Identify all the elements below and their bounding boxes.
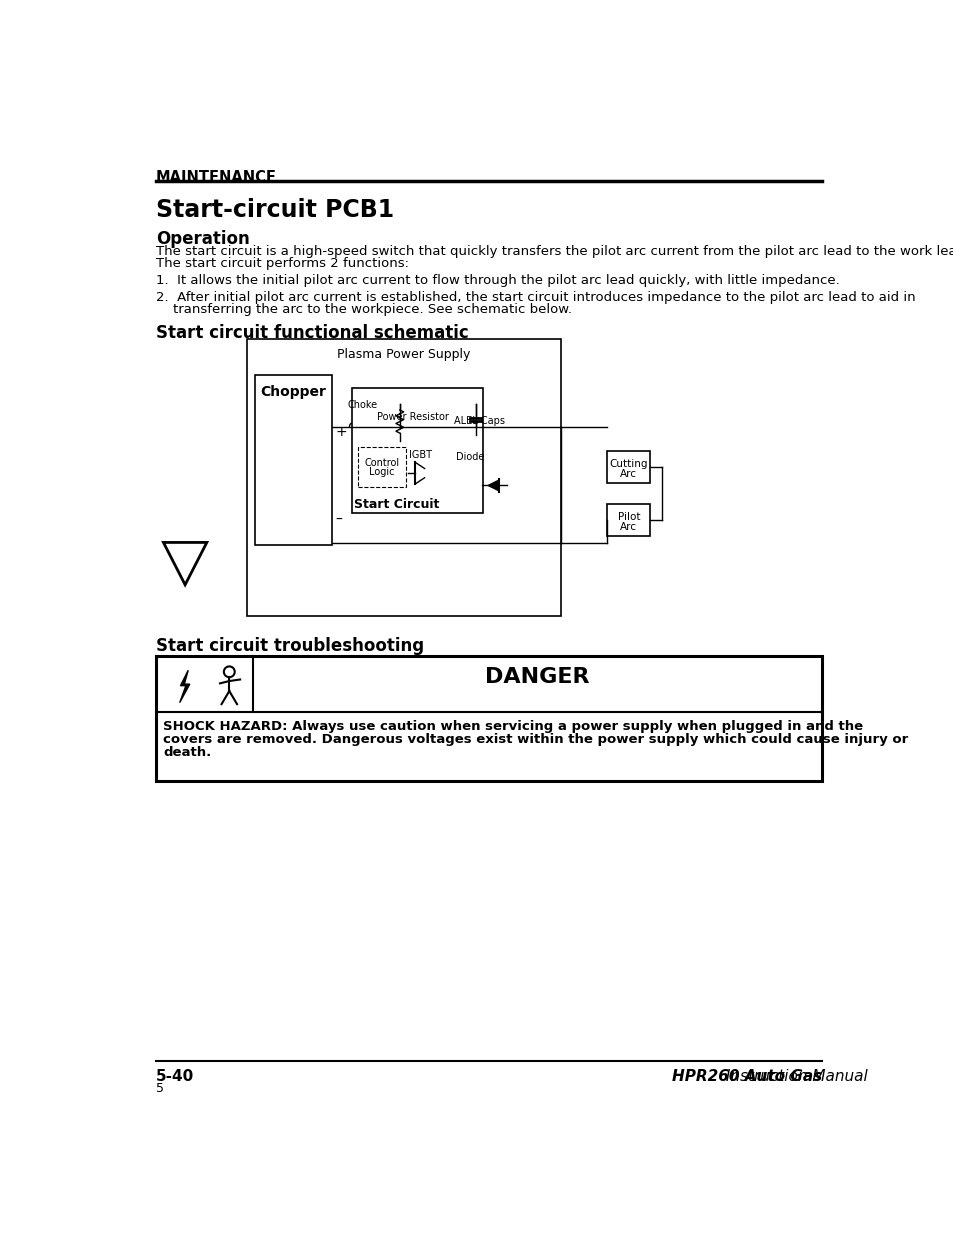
Text: ALEL Caps: ALEL Caps <box>454 416 504 426</box>
Text: transferring the arc to the workpiece. See schematic below.: transferring the arc to the workpiece. S… <box>155 303 571 316</box>
Text: IGBT: IGBT <box>409 450 432 461</box>
Bar <box>254 375 332 545</box>
Text: Operation: Operation <box>155 230 249 248</box>
Text: HPR260 Auto Gas: HPR260 Auto Gas <box>671 1070 821 1084</box>
Text: covers are removed. Dangerous voltages exist within the power supply which could: covers are removed. Dangerous voltages e… <box>163 734 907 746</box>
Text: Chopper: Chopper <box>260 385 326 399</box>
Text: 5-40: 5-40 <box>155 1070 193 1084</box>
Text: Start Circuit: Start Circuit <box>354 498 439 511</box>
Text: Start circuit troubleshooting: Start circuit troubleshooting <box>155 637 423 655</box>
Text: Arc: Arc <box>619 468 637 478</box>
Text: Start circuit functional schematic: Start circuit functional schematic <box>155 324 468 342</box>
Text: Arc: Arc <box>619 521 637 531</box>
Text: Logic: Logic <box>369 467 395 477</box>
Text: Pilot: Pilot <box>617 511 639 521</box>
Text: The start circuit is a high-speed switch that quickly transfers the pilot arc cu: The start circuit is a high-speed switch… <box>155 246 953 258</box>
Circle shape <box>224 667 234 677</box>
Text: death.: death. <box>163 746 212 760</box>
Text: 5: 5 <box>155 1082 164 1095</box>
Bar <box>607 504 649 536</box>
Text: Start-circuit PCB1: Start-circuit PCB1 <box>155 199 394 222</box>
Text: Instruction Manual: Instruction Manual <box>720 1070 867 1084</box>
Text: DANGER: DANGER <box>485 667 589 687</box>
Text: 1.  It allows the initial pilot arc current to flow through the pilot arc lead q: 1. It allows the initial pilot arc curre… <box>155 274 839 287</box>
Bar <box>607 451 649 483</box>
Text: 2.  After initial pilot arc current is established, the start circuit introduces: 2. After initial pilot arc current is es… <box>155 291 914 304</box>
Text: Control: Control <box>364 458 399 468</box>
Bar <box>357 447 406 487</box>
Text: MAINTENANCE: MAINTENANCE <box>155 169 276 185</box>
Text: Power Resistor: Power Resistor <box>376 411 448 421</box>
Polygon shape <box>179 671 190 703</box>
Text: –: – <box>335 513 342 526</box>
Polygon shape <box>488 480 498 490</box>
Polygon shape <box>163 542 207 585</box>
Text: +: + <box>335 425 347 440</box>
Text: The start circuit performs 2 functions:: The start circuit performs 2 functions: <box>155 257 408 269</box>
Bar <box>155 656 821 782</box>
Text: Plasma Power Supply: Plasma Power Supply <box>337 348 470 362</box>
Text: SHOCK HAZARD: Always use caution when servicing a power supply when plugged in a: SHOCK HAZARD: Always use caution when se… <box>163 720 862 734</box>
Bar <box>247 340 560 616</box>
Text: Choke: Choke <box>348 400 377 410</box>
Bar <box>352 389 483 514</box>
Text: Diode: Diode <box>456 452 484 462</box>
Text: Cutting: Cutting <box>609 458 647 468</box>
